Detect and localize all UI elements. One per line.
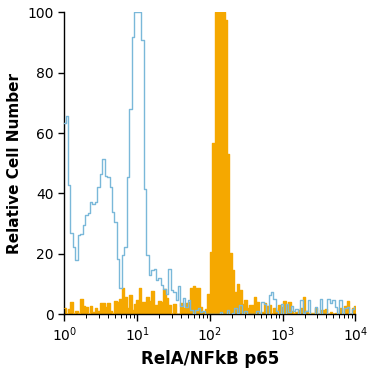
Y-axis label: Relative Cell Number: Relative Cell Number: [7, 73, 22, 254]
X-axis label: RelA/NFkB p65: RelA/NFkB p65: [141, 350, 279, 368]
